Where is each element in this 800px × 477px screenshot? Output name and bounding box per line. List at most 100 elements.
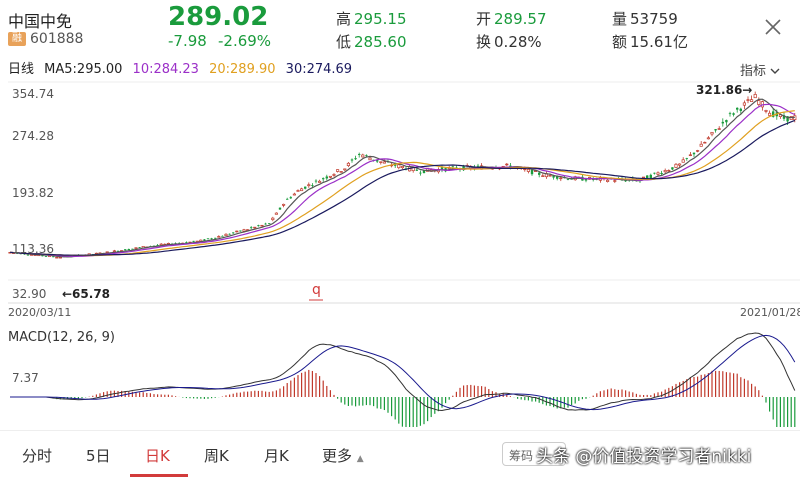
tab-weekly-k[interactable]: 周K [204,447,229,465]
min-annotation: ←65.78 [62,287,110,301]
candle-body [566,179,570,180]
high-stat: 高 295.15 [336,8,407,29]
candle-body [685,157,688,159]
candle-body [214,237,217,239]
candle-body [52,256,55,258]
ma5-value: MA5:295.00 [44,62,123,77]
candle-body [681,159,685,163]
low-value: 285.60 [354,33,407,51]
candle-body [739,108,742,111]
tab-more[interactable]: 更多 ▲ [322,445,364,466]
candle-body [649,174,652,179]
candle-body [736,107,739,110]
candle-body [358,153,361,155]
macd-chart[interactable]: 7.37 [0,325,800,427]
ma20-value: 20:289.90 [209,62,276,77]
candle-body [703,141,707,144]
candle-body [646,175,649,179]
turnover-value: 0.28% [494,33,542,51]
candle-body [559,177,563,180]
candle-body [224,233,228,236]
price-change: -7.98 [168,32,207,50]
candle-body [772,111,775,117]
amount-stat: 额 15.61亿 [612,31,688,52]
candle-body [376,159,379,162]
ma30-line [9,119,796,256]
candle-body [210,238,213,240]
tab-5day[interactable]: 5日 [86,447,111,465]
y-tick-2: 274.28 [12,129,54,143]
candle-body [58,256,62,259]
ma10-line [9,103,796,258]
candlestick-chart[interactable]: 354.74 274.28 193.82 113.36 32.90 2020/0… [0,80,800,320]
tab-more-label: 更多 [322,447,353,465]
candle-body [232,232,235,234]
tab-monthly-k[interactable]: 月K [264,447,289,465]
ma10-value: 10:284.23 [132,62,199,77]
candle-body [606,179,610,182]
active-tab-indicator [130,474,188,477]
current-price: 289.02 [168,2,269,32]
candle-body [289,197,292,199]
ma20-line [9,110,795,257]
candle-body [382,161,386,164]
candle-body [44,256,48,257]
x-start-label: 2020/03/11 [8,306,71,319]
candle-body [292,193,296,196]
candle-body [217,236,221,238]
candle-body [541,175,545,177]
chips-button[interactable]: 筹码 [502,442,566,466]
candle-body [667,170,671,172]
candle-body [286,198,289,200]
candle-body [422,170,426,173]
candle-body [523,168,527,171]
candle-body [732,113,735,115]
candle-body [400,166,404,169]
indicator-button[interactable]: 指标 [740,60,780,79]
dif-line [10,332,796,412]
candle-body [282,203,286,206]
candle-body [116,250,120,252]
tab-daily-k[interactable]: 日K [145,447,170,465]
candle-body [786,116,789,122]
candle-body [112,250,116,252]
candle-body [105,251,109,253]
candle-body [415,169,418,171]
candle-body [584,179,588,181]
high-label: 高 [336,10,352,28]
y-tick-4: 113.36 [12,242,54,256]
macd-tick: 7.37 [12,371,39,385]
candle-body [300,188,304,192]
candle-body [41,255,44,257]
candle-body [250,227,253,229]
candle-body [476,165,480,167]
macd-label: MACD(12, 26, 9) [8,330,115,345]
candle-body [304,186,307,189]
dea-line [10,334,796,411]
event-marker: q [312,282,321,298]
candle-body [696,150,700,152]
candle-body [725,119,728,123]
candle-body [235,230,239,233]
tab-intraday[interactable]: 分时 [22,447,53,465]
candle-body [570,178,573,180]
candle-body [721,121,724,124]
candle-body [268,223,271,225]
candle-body [440,167,444,171]
candle-body [538,172,541,175]
candle-body [131,248,134,250]
candle-body [354,158,357,160]
y-tick-1: 354.74 [12,87,54,101]
candle-body [127,249,130,250]
candle-body [397,164,401,169]
candle-body [55,256,59,259]
candle-body [462,165,465,171]
close-icon[interactable] [762,16,784,38]
candle-body [674,163,678,168]
candle-body [710,131,714,135]
ma-legend: 日线 MA5:295.00 10:284.23 20:289.90 30:274… [8,58,358,77]
candle-body [757,100,761,105]
candle-body [134,247,138,249]
amount-label: 额 [612,33,628,51]
candle-body [742,102,746,106]
